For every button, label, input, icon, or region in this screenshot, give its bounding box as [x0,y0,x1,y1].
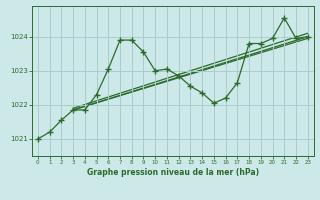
X-axis label: Graphe pression niveau de la mer (hPa): Graphe pression niveau de la mer (hPa) [87,168,259,177]
